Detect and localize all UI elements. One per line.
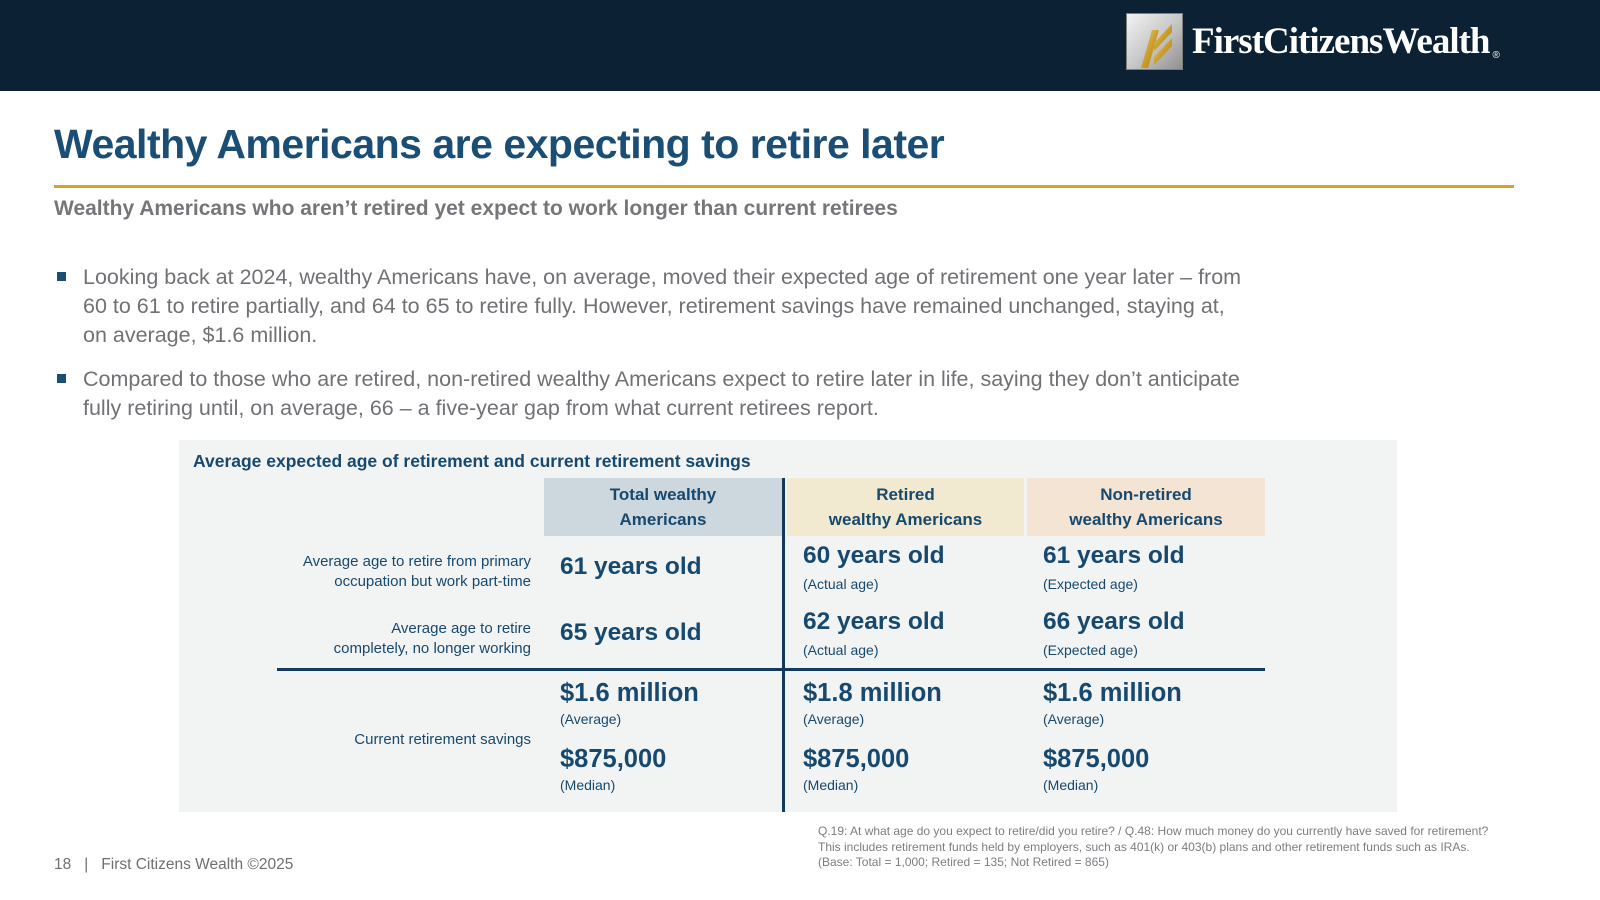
cell-value: $1.6 million <box>560 679 699 707</box>
column-header-non-retired: Non-retired wealthy Americans <box>1027 478 1265 536</box>
cell-note: (Median) <box>1043 777 1099 793</box>
footnote-line: Q.19: At what age do you expect to retir… <box>818 824 1489 838</box>
cell-value: 60 years old <box>803 542 945 569</box>
row-label-retire-completely: Average age to retire completely, no lon… <box>231 619 531 658</box>
table-cell: 61 years old <box>560 553 702 581</box>
survey-footnote: Q.19: At what age do you expect to retir… <box>818 824 1488 871</box>
column-header-total: Total wealthy Americans <box>544 478 782 536</box>
cell-note: (Median) <box>803 777 859 793</box>
cell-note: (Average) <box>803 711 865 727</box>
cell-value: 62 years old <box>803 608 945 635</box>
table-cell: $1.8 million (Average) $875,000 (Median) <box>803 678 942 810</box>
table-cell: 65 years old <box>560 619 702 647</box>
column-header-line: Retired <box>876 485 935 504</box>
bullet-line: 60 to 61 to retire partially, and 64 to … <box>83 294 1225 318</box>
bullet-square-icon <box>57 374 66 383</box>
cell-value: 61 years old <box>1043 542 1185 569</box>
column-header-line: wealthy Americans <box>1069 510 1223 529</box>
row-label-line: completely, no longer working <box>333 639 531 657</box>
logo-wordmark: FirstCitizensWealth <box>1192 21 1491 62</box>
cell-value: $1.8 million <box>803 679 942 707</box>
retirement-table: Average expected age of retirement and c… <box>179 440 1397 812</box>
row-label-line: occupation but work part-time <box>334 572 531 590</box>
table-cell: 62 years old (Actual age) <box>803 608 945 658</box>
bullet-item: Compared to those who are retired, non-r… <box>54 365 1240 423</box>
table-cell: 61 years old (Expected age) <box>1043 542 1185 592</box>
table-cell: $1.6 million (Average) $875,000 (Median) <box>560 678 699 810</box>
cell-note: (Expected age) <box>1043 576 1138 592</box>
column-header-line: Non-retired <box>1100 485 1192 504</box>
bullet-line: Compared to those who are retired, non-r… <box>83 367 1240 391</box>
column-header-line: Total wealthy <box>609 485 717 504</box>
row-label-line: Average age to retire <box>391 620 531 637</box>
page-number: 18 <box>54 856 72 873</box>
top-brand-bar: FirstCitizensWealth ® <box>0 0 1600 91</box>
cell-value: 65 years old <box>560 619 702 646</box>
cell-value: $1.6 million <box>1043 679 1182 707</box>
cell-note: (Average) <box>1043 711 1105 727</box>
column-header-line: Americans <box>619 510 707 529</box>
page-title: Wealthy Americans are expecting to retir… <box>54 121 945 167</box>
cell-value: $875,000 <box>803 745 910 773</box>
footer-separator: | <box>84 856 89 873</box>
table-cell: 60 years old (Actual age) <box>803 542 945 592</box>
horizontal-divider-line <box>277 668 1265 671</box>
table-title: Average expected age of retirement and c… <box>193 451 751 471</box>
table-cell: 66 years old (Expected age) <box>1043 608 1185 658</box>
row-label-line: Average age to retire from primary <box>302 553 531 570</box>
cell-note: (Expected age) <box>1043 642 1138 658</box>
footer-copyright: First Citizens Wealth ©2025 <box>101 856 294 873</box>
vertical-divider-line <box>782 478 785 812</box>
cell-note: (Actual age) <box>803 576 879 592</box>
footnote-line: (Base: Total = 1,000; Retired = 135; Not… <box>818 855 1109 869</box>
cell-value: $875,000 <box>1043 745 1150 773</box>
cell-value: $875,000 <box>560 745 667 773</box>
bullet-text: Looking back at 2024, wealthy Americans … <box>83 263 1241 350</box>
cell-value: 66 years old <box>1043 608 1185 635</box>
column-header-retired: Retired wealthy Americans <box>787 478 1024 536</box>
footnote-line: This includes retirement funds held by e… <box>818 839 1470 854</box>
cell-note: (Median) <box>560 777 616 793</box>
bullet-square-icon <box>57 272 66 281</box>
cell-note: (Actual age) <box>803 642 879 658</box>
table-cell: $1.6 million (Average) $875,000 (Median) <box>1043 678 1182 810</box>
cell-value: 61 years old <box>560 553 702 580</box>
bullet-text: Compared to those who are retired, non-r… <box>83 365 1240 423</box>
row-label-current-savings: Current retirement savings <box>354 731 531 748</box>
cell-note: (Average) <box>560 711 622 727</box>
bullet-line: Looking back at 2024, wealthy Americans … <box>83 265 1242 289</box>
bullet-line: fully retiring until, on average, 66 – a… <box>83 396 879 420</box>
registered-trademark-symbol: ® <box>1492 50 1500 61</box>
column-header-line: wealthy Americans <box>828 510 983 529</box>
row-label-retire-parttime: Average age to retire from primary occup… <box>231 552 531 591</box>
first-citizens-logo-icon <box>1126 13 1183 70</box>
page-subtitle: Wealthy Americans who aren’t retired yet… <box>54 197 898 220</box>
logo: FirstCitizensWealth ® <box>1126 13 1500 70</box>
bullet-line: on average, $1.6 million. <box>83 323 318 347</box>
bullet-item: Looking back at 2024, wealthy Americans … <box>54 263 1241 350</box>
slide-footer: 18 | First Citizens Wealth ©2025 <box>54 856 293 874</box>
gold-divider-rule <box>54 185 1514 188</box>
